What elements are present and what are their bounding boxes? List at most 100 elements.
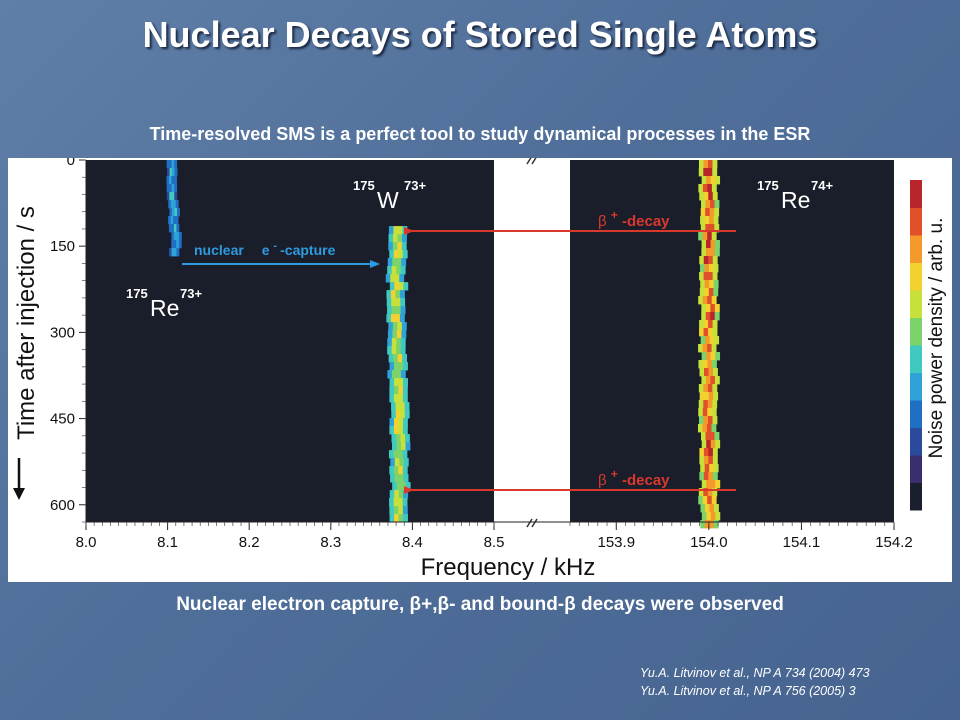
trace-cell xyxy=(168,248,172,257)
trace-cell xyxy=(174,184,178,193)
label-re74-mass: 175 xyxy=(757,178,779,193)
ec-text-a: nuclear xyxy=(194,242,244,258)
trace-cell xyxy=(399,274,405,283)
trace-cell xyxy=(174,176,177,185)
trace-cell xyxy=(705,312,711,321)
trace-cell xyxy=(699,192,705,201)
trace-cell xyxy=(706,424,712,433)
trace-cell xyxy=(700,504,706,513)
trace-cell xyxy=(176,240,180,249)
trace-cell xyxy=(711,408,717,417)
trace-cell xyxy=(700,520,706,529)
trace-cell xyxy=(699,392,705,401)
trace-cell xyxy=(703,272,709,281)
trace-cell xyxy=(169,176,172,185)
trace-cell xyxy=(401,442,406,451)
trace-cell xyxy=(389,498,394,507)
trace-cell xyxy=(401,322,407,331)
trace-cell xyxy=(705,224,711,233)
trace-cell xyxy=(698,296,704,305)
trace-cell xyxy=(386,314,392,323)
ec-text-sup: - xyxy=(273,240,280,252)
trace-cell xyxy=(392,442,397,451)
trace-cell xyxy=(405,442,411,451)
trace-cell xyxy=(710,248,716,257)
trace-cell xyxy=(711,360,717,369)
trace-cell xyxy=(393,354,399,363)
trace-cell xyxy=(392,330,398,339)
annotation-electron-capture: nuclear e - -capture xyxy=(182,240,380,268)
label-re73-symbol: Re xyxy=(150,295,179,321)
trace-cell xyxy=(709,264,714,273)
trace-cell xyxy=(403,490,409,499)
colorbar-swatch-4 xyxy=(910,372,922,401)
trace-cell xyxy=(709,464,715,473)
trace-cell xyxy=(389,490,395,499)
trace-cell xyxy=(706,512,712,521)
trace-cell xyxy=(399,458,405,467)
trace-cell xyxy=(707,184,713,193)
trace-cell xyxy=(708,272,713,281)
trace-cell xyxy=(392,242,398,251)
colorbar-swatch-6 xyxy=(910,317,922,346)
trace-cell xyxy=(393,466,399,475)
trace-cell xyxy=(700,224,706,233)
label-w73: 175 W 73+ xyxy=(353,178,426,213)
trace-cell xyxy=(387,338,393,347)
trace-cell xyxy=(715,352,721,361)
trace-cell xyxy=(704,464,710,473)
trace-cell xyxy=(703,472,709,481)
trace-cell xyxy=(396,330,402,339)
trace-cell xyxy=(707,160,713,169)
trace-cell xyxy=(712,448,718,457)
slide-subtitle: Time-resolved SMS is a perfect tool to s… xyxy=(149,124,811,144)
trace-cell xyxy=(391,346,397,355)
trace-cell xyxy=(403,458,409,467)
trace-cell xyxy=(709,520,715,529)
trace-cell xyxy=(701,512,707,521)
trace-cell xyxy=(698,384,704,393)
trace-cell xyxy=(387,330,393,339)
trace-cell xyxy=(702,344,708,353)
trace-cell xyxy=(169,168,173,177)
trace-cell xyxy=(714,432,720,441)
trace-cell xyxy=(176,232,180,241)
trace-cell xyxy=(701,240,707,249)
y-axis-label: Time after injection / s xyxy=(13,206,40,440)
annotation-beta-decay-top: β + -decay xyxy=(404,208,736,235)
trace-cell xyxy=(393,394,399,403)
colorbar-swatch-9 xyxy=(910,235,922,263)
trace-cell xyxy=(393,506,399,515)
trace-cell xyxy=(393,450,399,459)
trace-cell xyxy=(708,328,713,337)
trace-cell xyxy=(391,410,397,419)
trace-cell xyxy=(710,480,716,489)
trace-cell xyxy=(403,474,409,483)
trace-cell xyxy=(388,234,394,243)
trace-cell xyxy=(387,258,393,267)
trace-cell xyxy=(715,512,721,521)
trace-cell xyxy=(701,376,707,385)
y-axis-label-arrow xyxy=(13,458,25,500)
x-tick-label-left-3: 8.3 xyxy=(320,534,341,551)
trace-cell xyxy=(400,410,406,419)
trace-cell xyxy=(398,394,404,403)
trace-cell xyxy=(712,328,718,337)
trace-cell xyxy=(704,280,710,289)
trace-cell xyxy=(396,306,402,315)
trace-cell xyxy=(402,426,408,435)
trace-cell xyxy=(166,192,170,201)
trace-cell xyxy=(704,392,710,401)
trace-cell xyxy=(390,474,395,483)
trace-cell xyxy=(707,168,713,177)
y-tick-label-3: 450 xyxy=(50,411,75,428)
trace-cell xyxy=(708,192,714,201)
trace-cell xyxy=(701,432,706,441)
trace-cell xyxy=(708,392,714,401)
trace-cell xyxy=(708,320,713,329)
trace-cell xyxy=(699,448,705,457)
trace-cell xyxy=(169,160,173,169)
trace-cell xyxy=(388,322,394,331)
trace-cell xyxy=(401,242,407,251)
trace-cell xyxy=(174,160,178,169)
